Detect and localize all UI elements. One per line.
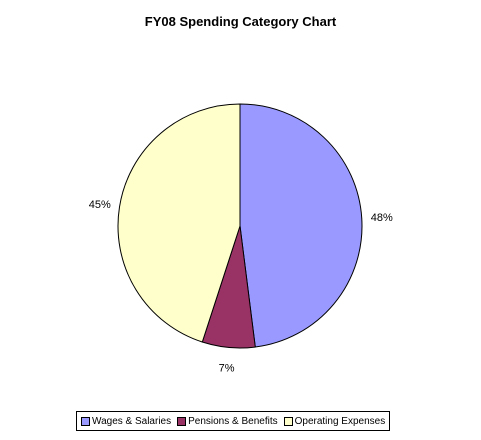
- data-label-operating: 45%: [89, 199, 111, 211]
- pie-slice-operating: [117, 103, 241, 343]
- legend-item-pensions: Pensions & Benefits: [177, 416, 278, 427]
- legend-label-wages: Wages & Salaries: [92, 415, 172, 427]
- legend-item-wages: Wages & Salaries: [81, 416, 171, 427]
- chart-title: FY08 Spending Category Chart: [144, 14, 337, 29]
- pie-slice-wages: [239, 103, 363, 348]
- legend: Wages & Salaries Pensions & Benefits Ope…: [76, 411, 391, 431]
- legend-swatch-wages: [81, 416, 90, 426]
- legend-swatch-operating: [283, 416, 293, 426]
- legend-swatch-pensions: [177, 416, 187, 426]
- legend-item-operating: Operating Expenses: [283, 415, 386, 427]
- data-label-wages: 48%: [371, 212, 393, 224]
- data-label-pensions: 7%: [219, 362, 235, 374]
- legend-label-pensions: Pensions & Benefits: [188, 415, 278, 427]
- legend-label-operating: Operating Expenses: [294, 415, 386, 427]
